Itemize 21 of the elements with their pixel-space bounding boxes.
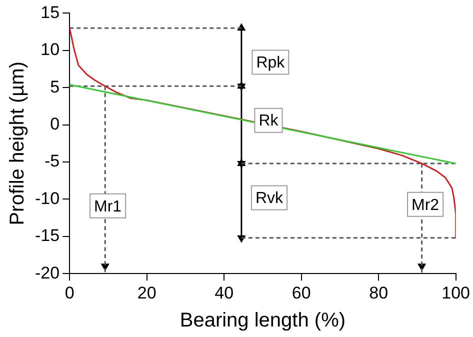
x-tick-label: 0 xyxy=(64,283,74,302)
y-axis-title: Profile height (µm) xyxy=(6,61,29,226)
y-tick-label: 5 xyxy=(50,77,60,96)
y-tick-label: 0 xyxy=(50,114,60,134)
x-tick-label: 20 xyxy=(137,283,156,302)
annotation: Rvk xyxy=(255,190,284,208)
x-tick-label: 40 xyxy=(214,283,234,302)
annotation: Rpk xyxy=(256,54,286,72)
y-tick-label: -15 xyxy=(34,226,60,246)
annotation: Mr1 xyxy=(94,198,122,216)
y-tick-label: 10 xyxy=(40,40,60,60)
y-tick-label: -10 xyxy=(34,188,60,208)
x-tick-label: 60 xyxy=(292,283,311,302)
annotation: Mr2 xyxy=(412,196,440,214)
x-axis-title: Bearing length (%) xyxy=(180,310,346,332)
y-tick-label: 15 xyxy=(40,2,60,22)
y-tick-label: -5 xyxy=(44,152,60,171)
x-tick-label: 80 xyxy=(369,283,388,302)
x-tick-label: 100 xyxy=(442,283,470,302)
y-tick-label: -20 xyxy=(34,263,60,282)
annotation: Rk xyxy=(258,112,280,130)
